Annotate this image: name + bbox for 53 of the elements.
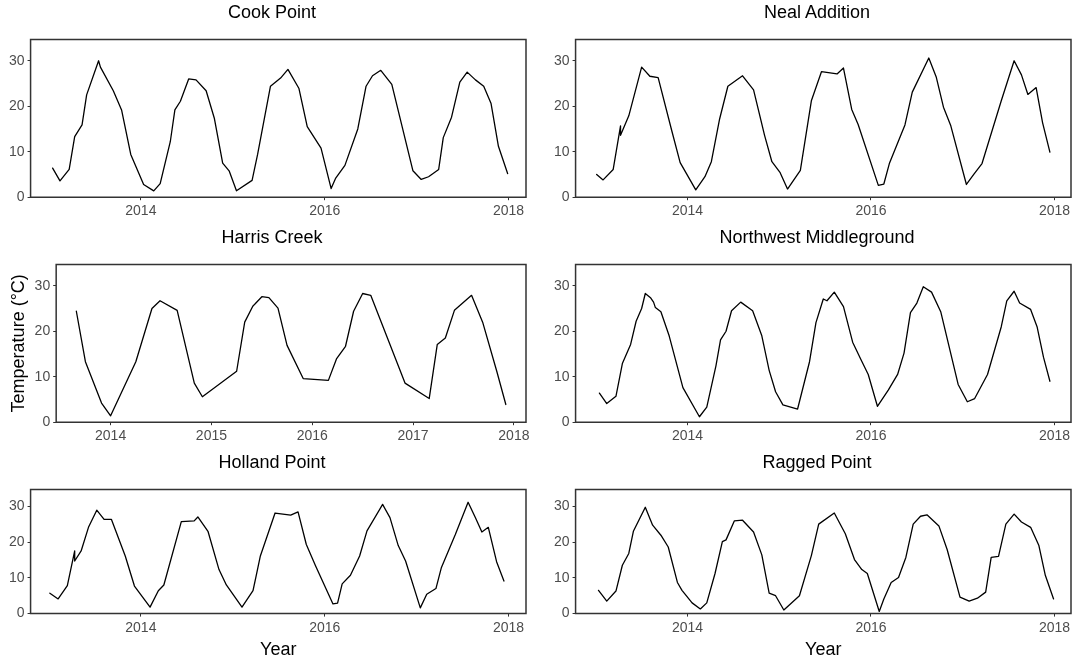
y-tick-label: 10 [553, 568, 570, 585]
y-tick-label: 30 [8, 51, 25, 68]
x-tick-label: 2018 [498, 427, 530, 444]
x-axis-title: Year [805, 639, 842, 660]
x-tick-label: 2014 [125, 202, 157, 219]
y-tick-label: 20 [553, 97, 570, 114]
y-tick-label: 10 [553, 142, 570, 159]
y-tick-label: 30 [34, 276, 51, 293]
y-tick-label: 10 [8, 568, 25, 585]
y-tick-label: 0 [42, 413, 51, 430]
chart-title: Neal Addition [762, 2, 872, 23]
y-tick-label: 10 [553, 367, 570, 384]
x-tick-label: 2018 [1038, 202, 1071, 219]
x-tick-label: 2016 [296, 427, 329, 444]
y-tick-label: 20 [8, 97, 25, 114]
x-tick-label: 2016 [855, 618, 887, 635]
y-tick-label: 0 [16, 604, 25, 621]
y-axis-title: Temperature (°C) [7, 274, 28, 413]
y-tick-label: 30 [553, 276, 570, 293]
x-tick-label: 2017 [397, 427, 429, 444]
y-tick-label: 30 [553, 51, 570, 68]
x-tick-label: 2018 [1038, 618, 1071, 635]
chart-title: Holland Point [217, 452, 327, 473]
y-tick-label: 10 [34, 367, 51, 384]
x-tick-label: 2018 [492, 202, 525, 219]
y-tick-label: 20 [34, 322, 51, 339]
x-tick-label: 2018 [1038, 427, 1071, 444]
y-tick-label: 0 [561, 604, 570, 621]
y-tick-label: 0 [16, 188, 25, 205]
x-tick-label: 2018 [492, 618, 525, 635]
x-tick-label: 2016 [855, 202, 887, 219]
y-tick-label: 20 [553, 532, 570, 549]
chart-title: Ragged Point [761, 452, 873, 473]
y-tick-label: 0 [561, 413, 570, 430]
x-tick-label: 2014 [125, 618, 157, 635]
x-tick-label: 2016 [309, 202, 341, 219]
y-tick-label: 30 [8, 497, 25, 514]
y-tick-label: 20 [553, 322, 570, 339]
x-tick-label: 2014 [671, 202, 704, 219]
x-tick-label: 2014 [671, 618, 704, 635]
y-tick-label: 30 [553, 497, 570, 514]
x-tick-label: 2016 [309, 618, 341, 635]
x-tick-label: 2014 [95, 427, 127, 444]
y-tick-label: 10 [8, 142, 25, 159]
y-tick-label: 0 [561, 188, 570, 205]
x-tick-label: 2015 [195, 427, 228, 444]
chart-title: Northwest Middleground [718, 227, 916, 248]
x-tick-label: 2014 [671, 427, 704, 444]
x-tick-label: 2016 [855, 427, 887, 444]
x-axis-title: Year [260, 639, 297, 660]
chart-title: Harris Creek [220, 227, 324, 248]
y-tick-label: 20 [8, 532, 25, 549]
chart-title: Cook Point [226, 2, 318, 23]
